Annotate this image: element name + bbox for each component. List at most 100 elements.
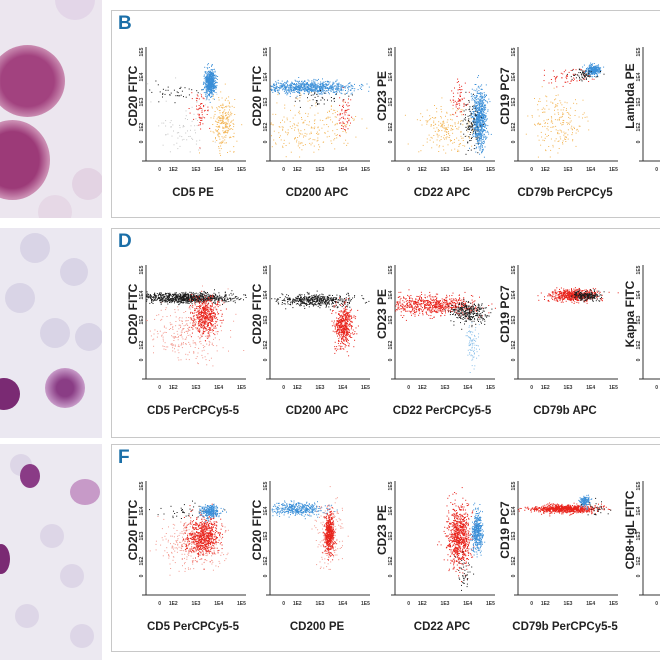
event-dot [188,294,190,296]
event-dot [178,296,180,298]
event-dot [222,300,224,302]
event-dot [422,144,424,146]
event-dot [198,108,200,110]
event-dot [310,88,312,89]
event-dot [543,120,545,122]
event-dot [480,101,482,103]
event-dot [319,86,321,87]
event-dot [211,72,213,74]
event-dot [180,327,181,328]
event-dot [562,85,564,87]
event-dot [294,114,296,116]
event-dot [478,109,480,111]
event-dot [168,297,170,298]
event-dot [232,136,234,137]
event-dot [172,336,174,338]
event-dot [297,122,299,124]
event-dot [217,121,219,123]
event-dot [471,123,473,125]
event-dot [206,90,208,92]
event-dot [322,87,324,89]
event-dot [233,146,235,148]
event-dot [345,126,347,128]
event-dot [189,343,191,345]
event-dot [217,130,219,132]
event-dot [162,92,164,94]
event-dot [201,293,203,294]
event-dot [195,358,197,359]
event-dot [544,122,546,124]
event-dot [191,98,193,100]
event-dot [160,319,162,321]
event-dot [300,133,301,135]
event-dot [469,115,471,117]
event-dot [212,325,214,327]
event-dot [181,292,183,293]
event-dot [209,92,211,94]
event-dot [481,135,482,137]
event-dot [473,119,475,121]
event-dot [427,121,429,123]
event-dot [468,128,470,130]
event-dot [476,129,478,131]
event-dot [165,100,167,102]
event-dot [315,84,317,86]
event-dot [551,82,553,84]
event-dot [229,150,231,152]
event-dot [590,64,592,66]
event-dot [483,120,485,122]
event-dot [599,67,601,69]
event-dot [456,115,458,117]
event-dot [357,89,359,91]
event-dot [322,89,323,91]
event-dot [481,103,483,105]
event-dot [299,135,300,137]
event-dot [178,324,180,326]
event-dot [158,101,160,103]
event-dot [196,108,198,110]
event-dot [190,293,192,295]
event-dot [316,85,318,87]
event-dot [162,93,164,95]
event-dot [177,137,179,139]
event-dot [428,134,430,136]
event-dot [476,107,478,109]
event-dot [151,91,153,93]
event-dot [187,297,189,299]
event-dot [209,76,210,78]
event-dot [276,86,278,88]
event-dot [285,89,286,91]
event-dot [182,294,184,296]
event-dot [162,332,164,334]
event-dot [328,110,330,112]
event-dot [284,104,286,106]
event-dot [339,112,341,114]
event-dot [210,97,212,98]
event-dot [556,75,558,77]
event-dot [458,121,459,123]
event-dot [211,64,213,66]
event-dot [181,295,183,297]
event-dot [442,123,444,125]
event-dot [561,116,563,118]
event-dot [182,296,184,298]
event-dot [574,73,576,75]
event-dot [181,90,183,92]
event-dot [219,297,221,299]
event-dot [287,83,289,85]
event-dot [201,332,203,334]
event-dot [476,119,478,121]
event-dot [481,127,483,129]
event-dot [231,120,233,122]
event-dot [302,122,304,124]
event-dot [211,107,213,109]
event-dot [167,297,168,298]
event-dot [344,86,346,88]
event-dot [218,97,220,99]
event-dot [329,111,330,113]
event-dot [220,115,222,116]
event-dot [321,96,323,98]
event-dot [476,102,478,104]
event-dot [456,128,458,130]
